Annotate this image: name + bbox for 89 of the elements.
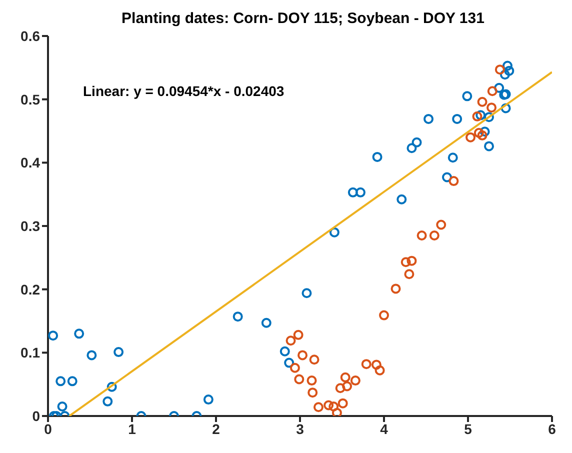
point [294, 374, 304, 384]
x-tick-label: 5 [464, 420, 472, 437]
point [462, 91, 472, 102]
point [114, 347, 124, 358]
point [406, 256, 417, 266]
point [329, 227, 340, 238]
point [486, 102, 497, 113]
point [400, 257, 411, 268]
point [504, 66, 514, 76]
point [416, 230, 427, 240]
point [290, 362, 300, 373]
point [232, 312, 243, 322]
point [480, 126, 490, 137]
y-tick-label: 0.5 [20, 91, 40, 108]
point [406, 143, 417, 154]
annotation: Linear: y = 0.09454*x - 0.02403 [83, 83, 284, 99]
point [424, 114, 434, 124]
point [102, 396, 113, 406]
point [452, 114, 462, 124]
point [466, 132, 476, 142]
point [340, 372, 350, 382]
x-tick-label: 3 [296, 420, 304, 437]
point [372, 152, 382, 162]
point [324, 400, 334, 410]
point [355, 187, 366, 198]
chart-title: Planting dates: Corn- DOY 115; Soybean - DOY 131 [120, 10, 486, 27]
point [374, 365, 385, 376]
y-tick-label: 0.4 [20, 154, 40, 171]
point [494, 82, 504, 93]
point [342, 381, 352, 392]
point [293, 330, 304, 340]
point [48, 330, 58, 341]
point [309, 354, 320, 365]
point [298, 350, 308, 360]
point [390, 284, 401, 294]
point [500, 103, 511, 114]
point [261, 318, 272, 328]
point [338, 398, 348, 408]
point [371, 360, 382, 370]
point [74, 328, 84, 339]
point [56, 376, 66, 386]
point [502, 60, 512, 71]
point [361, 359, 372, 370]
point [284, 358, 294, 368]
point [286, 336, 296, 346]
point [436, 220, 446, 230]
point [476, 110, 486, 120]
point [350, 376, 360, 386]
x-tick-label: 2 [212, 420, 220, 437]
point [500, 70, 510, 80]
x-tick-label: 4 [380, 420, 388, 437]
x-tick-label: 6 [548, 420, 556, 437]
point [472, 111, 482, 122]
point [203, 394, 214, 405]
point [477, 130, 488, 140]
y-tick-label: 0 [32, 408, 40, 424]
x-tick-label: 0 [44, 420, 52, 437]
point [57, 402, 68, 412]
y-tick-label: 0.2 [20, 281, 40, 298]
point [106, 382, 117, 392]
point [396, 194, 407, 204]
point [484, 141, 494, 152]
x-tick-label: 1 [128, 420, 136, 437]
point [313, 402, 324, 412]
point [404, 269, 414, 280]
point [477, 96, 488, 107]
point [474, 128, 484, 138]
point [487, 86, 498, 96]
point [448, 176, 459, 186]
point [494, 64, 505, 75]
point [280, 346, 290, 356]
point [308, 388, 318, 398]
y-tick-label: 0.6 [20, 28, 40, 44]
point [379, 310, 389, 320]
point [429, 230, 440, 240]
y-tick-label: 0.3 [20, 218, 40, 234]
point [335, 383, 346, 394]
y-tick-label: 0.1 [20, 344, 40, 361]
point [448, 152, 458, 163]
point [412, 137, 422, 148]
point [484, 112, 494, 122]
point [442, 172, 452, 182]
point [328, 402, 339, 412]
point [348, 187, 358, 198]
point [302, 288, 312, 298]
point [86, 350, 97, 360]
point [67, 376, 78, 386]
point [332, 408, 342, 416]
point [306, 376, 317, 386]
